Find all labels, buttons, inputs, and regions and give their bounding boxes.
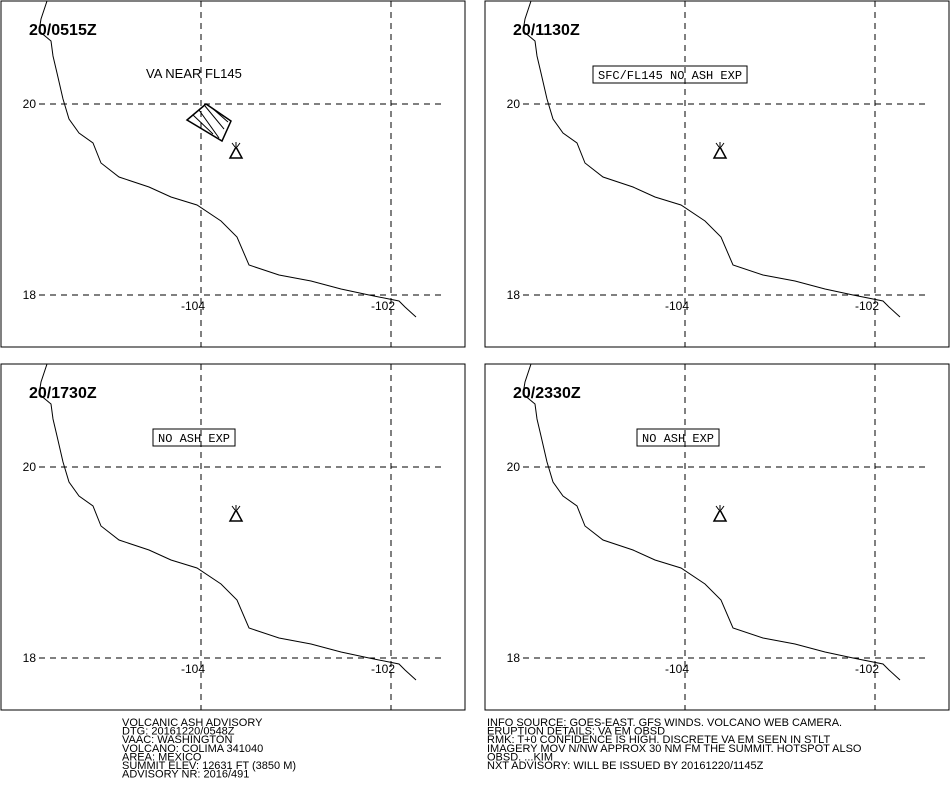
valid-time: 20/0515Z xyxy=(29,22,97,39)
lat-label: 20 xyxy=(23,97,37,111)
lat-label: 18 xyxy=(23,651,37,665)
lon-label: -102 xyxy=(371,299,395,313)
valid-time: 20/1730Z xyxy=(29,385,97,402)
lat-label: 20 xyxy=(23,460,37,474)
ash-annotation: NO ASH EXP xyxy=(158,432,230,446)
coastline xyxy=(522,0,901,318)
lon-label: -104 xyxy=(181,662,205,676)
map-panel: 20 18 -104 -102 20/1130Z SFC/FL145 NO ASH EXP xyxy=(484,0,950,348)
advisory-line: ERUPTION DETAILS: VA EM OBSD xyxy=(487,726,665,738)
panel-border xyxy=(0,0,466,348)
ash-polygon xyxy=(185,103,232,143)
lon-label: -102 xyxy=(855,662,879,676)
volcano-symbol xyxy=(713,504,727,522)
advisory-line: AREA: MEXICO xyxy=(122,751,202,763)
lat-label: 18 xyxy=(23,288,37,302)
lon-label: -104 xyxy=(665,662,689,676)
lat-label: 20 xyxy=(507,97,521,111)
map-panel: 20 18 -104 -102 20/1730Z NO ASH EXP xyxy=(0,363,466,711)
lat-label: 18 xyxy=(507,288,521,302)
panel-border xyxy=(484,0,950,348)
panel-border xyxy=(0,363,466,711)
ash-annotation: VA NEAR FL145 xyxy=(146,66,242,81)
advisory-line: NXT ADVISORY: WILL BE ISSUED BY 20161220… xyxy=(487,760,764,772)
advisory-line: ADVISORY NR: 2016/491 xyxy=(122,769,249,781)
valid-time: 20/1130Z xyxy=(513,22,580,39)
lon-label: -104 xyxy=(181,299,205,313)
coastline xyxy=(38,0,417,318)
advisory-line: DTG: 20161220/0548Z xyxy=(122,726,235,738)
lon-label: -104 xyxy=(665,299,689,313)
annotation-box xyxy=(636,428,720,447)
advisory-line: IMAGERY MOV N/NW APPROX 30 NM FM THE SUM… xyxy=(487,743,862,755)
coastline xyxy=(522,363,901,681)
lat-label: 18 xyxy=(507,651,521,665)
advisory-line: INFO SOURCE: GOES-EAST. GFS WINDS. VOLCA… xyxy=(487,717,842,729)
advisory-line: OBSD. ...KIM xyxy=(487,751,553,763)
valid-time: 20/2330Z xyxy=(513,385,581,402)
advisory-line: VOLCANO: COLIMA 341040 xyxy=(122,743,263,755)
ash-annotation: SFC/FL145 NO ASH EXP xyxy=(598,69,742,83)
lat-label: 20 xyxy=(507,460,521,474)
ash-annotation: NO ASH EXP xyxy=(642,432,714,446)
lon-label: -102 xyxy=(855,299,879,313)
advisory-line: VOLCANIC ASH ADVISORY xyxy=(122,717,263,729)
map-panel: 20 18 -104 -102 20/0515Z VA NEAR FL145 xyxy=(0,0,466,348)
map-panel: 20 18 -104 -102 20/2330Z NO ASH EXP xyxy=(484,363,950,711)
annotation-box xyxy=(152,428,236,447)
volcano-symbol xyxy=(713,141,727,159)
panel-border xyxy=(484,363,950,711)
advisory-line: RMK: T+0 CONFIDENCE IS HIGH. DISCRETE VA… xyxy=(487,734,830,746)
advisory-line: VAAC: WASHINGTON xyxy=(122,734,232,746)
coastline xyxy=(38,363,417,681)
lon-label: -102 xyxy=(371,662,395,676)
volcano-symbol xyxy=(229,504,243,522)
annotation-box xyxy=(592,65,748,84)
volcano-symbol xyxy=(229,141,243,159)
advisory-line: SUMMIT ELEV: 12631 FT (3850 M) xyxy=(122,760,296,772)
